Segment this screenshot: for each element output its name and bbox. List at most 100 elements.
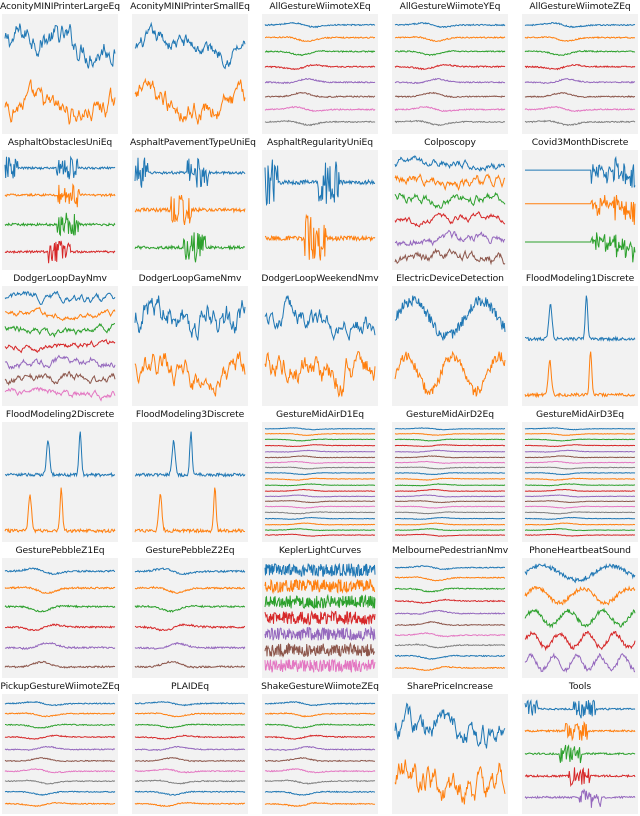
series-line <box>394 350 506 397</box>
panel: FloodModeling3Discrete <box>130 408 250 544</box>
panel-title: AllGestureWiimoteXEq <box>269 1 371 12</box>
series-line <box>4 768 116 774</box>
plot-area <box>392 14 508 134</box>
panel-title: KeplerLightCurves <box>278 545 362 556</box>
plot-area <box>522 286 638 406</box>
series-line <box>264 159 376 207</box>
series-line <box>4 700 116 707</box>
series-line <box>394 654 506 660</box>
series-line <box>524 494 635 498</box>
panel: Covid3MonthDiscrete <box>520 136 640 272</box>
plot-background <box>2 558 118 678</box>
series-line <box>264 444 376 448</box>
series-line <box>264 472 375 476</box>
series-line <box>134 801 245 808</box>
series-line <box>524 516 636 520</box>
series-line <box>525 232 636 263</box>
series-line <box>134 757 246 763</box>
plot-background <box>522 150 638 270</box>
plot-background <box>132 694 248 814</box>
panel-title: PhoneHeartbeatSound <box>529 545 631 556</box>
series-line <box>134 779 246 785</box>
series-line <box>134 77 246 125</box>
series-line <box>394 247 506 266</box>
series-line <box>524 788 636 808</box>
panel: DodgerLoopDayNmv <box>0 272 120 408</box>
series-line <box>265 712 376 718</box>
plot-area <box>132 558 248 678</box>
series-line <box>4 734 116 740</box>
series-line <box>524 295 636 342</box>
plot-area <box>522 150 638 270</box>
series-line <box>4 567 116 576</box>
series-line <box>264 511 376 515</box>
series-line <box>264 449 376 453</box>
series-line <box>524 427 636 431</box>
series-line <box>394 77 506 85</box>
plot-area <box>132 14 248 134</box>
series-line <box>524 766 636 788</box>
series-line <box>524 466 636 470</box>
series-line <box>265 516 375 520</box>
series-line <box>4 290 116 305</box>
series-line <box>4 386 116 402</box>
panel: GestureMidAirD3Eq <box>520 408 640 544</box>
panel: AconityMINIPrinterSmallEq <box>130 0 250 136</box>
panel: GestureMidAirD1Eq <box>260 408 380 544</box>
plot-area <box>2 150 118 270</box>
series-line <box>394 483 506 487</box>
plot-area <box>392 422 508 542</box>
series-line <box>394 632 506 638</box>
series-line <box>134 21 246 70</box>
series-line <box>394 22 506 29</box>
series-line <box>135 723 246 729</box>
series-line <box>525 455 636 459</box>
series-line <box>524 438 636 442</box>
panel-title: FloodModeling2Discrete <box>5 409 115 420</box>
series-line <box>264 533 375 537</box>
series-line <box>524 119 636 127</box>
series-line <box>524 483 636 487</box>
series-line <box>394 620 506 627</box>
plot-background <box>132 14 248 134</box>
series-line <box>265 500 376 504</box>
series-line <box>134 232 246 263</box>
series-line <box>4 604 116 613</box>
series-line <box>394 427 505 431</box>
series-line <box>264 625 376 642</box>
series-line <box>264 483 376 487</box>
series-line <box>134 701 246 707</box>
series-line <box>264 460 376 464</box>
plot-background <box>392 14 508 134</box>
plot-background <box>522 14 638 134</box>
series-line <box>524 607 636 629</box>
panel: GesturePebbleZ1Eq <box>0 544 120 680</box>
series-line <box>394 488 506 492</box>
plot-area <box>2 286 118 406</box>
series-line <box>4 712 116 718</box>
plot-background <box>392 558 508 678</box>
series-line <box>395 466 506 470</box>
series-line <box>264 658 376 673</box>
series-line <box>524 49 636 57</box>
panel-title: AconityMINIPrinterSmallEq <box>130 1 250 12</box>
series-line <box>524 652 636 673</box>
series-line <box>394 438 506 442</box>
series-line <box>264 213 376 261</box>
plot-area <box>392 286 508 406</box>
series-line <box>394 460 506 464</box>
series-line <box>264 768 376 774</box>
plot-background <box>2 694 118 814</box>
series-line <box>394 528 505 532</box>
series-line <box>394 444 506 448</box>
panel-title: ShakeGestureWiimoteZEq <box>261 681 379 692</box>
series-line <box>4 660 116 669</box>
panel-title: FloodModeling3Discrete <box>135 409 245 420</box>
series-line <box>264 22 376 29</box>
series-line <box>524 744 636 764</box>
panel-title: PickupGestureWiimoteZEq <box>0 681 120 692</box>
panel: DodgerLoopGameNmv <box>130 272 250 408</box>
panel-title: DodgerLoopWeekendNmv <box>261 273 379 284</box>
series-line <box>394 191 506 209</box>
series-line <box>524 449 636 453</box>
